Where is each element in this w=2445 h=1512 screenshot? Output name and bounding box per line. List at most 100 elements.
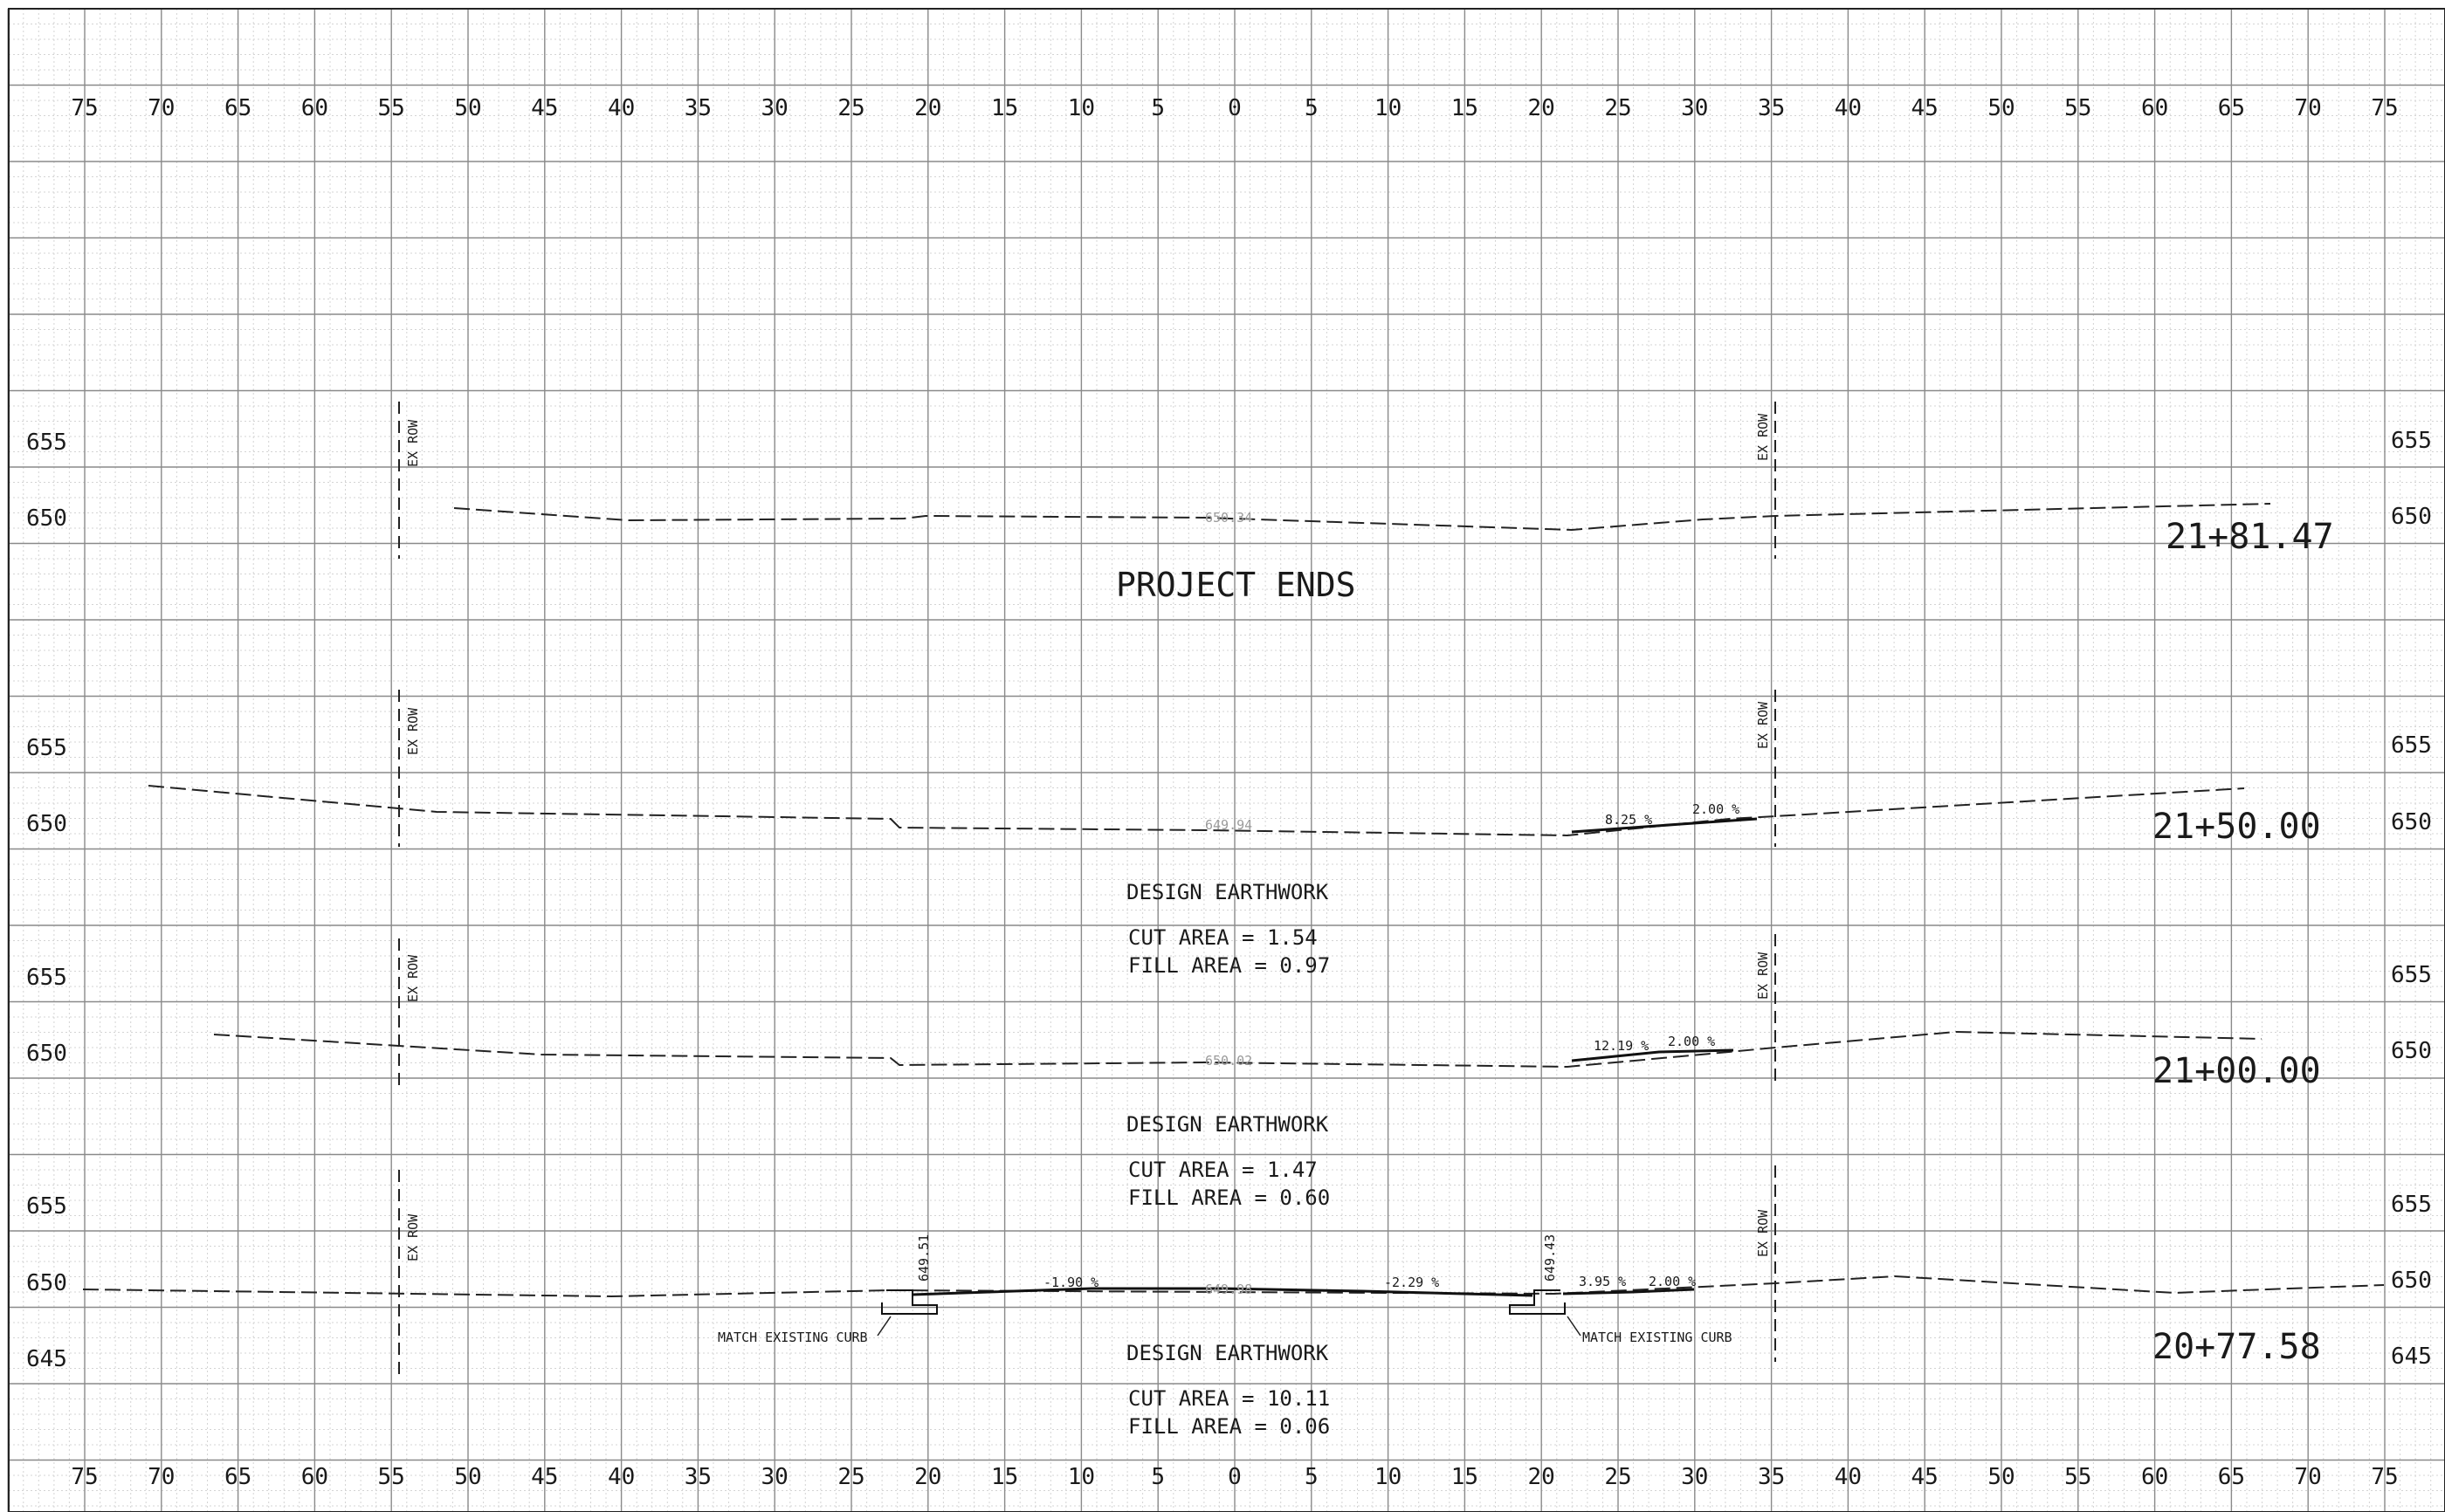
centerline-elev: 649.98 [1205, 1282, 1252, 1297]
row-label-right: EX ROW [1755, 952, 1771, 1000]
offset-tick-label: 45 [1911, 1464, 1939, 1490]
offset-tick-label: 25 [1604, 1464, 1631, 1490]
offset-tick-label: 5 [1305, 1464, 1319, 1490]
offset-tick-label: 70 [148, 95, 175, 121]
centerline-elev: 649.94 [1205, 817, 1252, 833]
offset-tick-label: 75 [71, 1464, 98, 1490]
section-21-00: 655 650 655 650 EX ROW EX ROW 12.19 % 2.… [26, 934, 2432, 1210]
row-label-right: EX ROW [1755, 1209, 1771, 1257]
earthwork-heading: DESIGN EARTHWORK [1126, 1341, 1329, 1365]
earthwork-fill: FILL AREA = 0.06 [1128, 1414, 1330, 1439]
elev-label-650: 650 [26, 1041, 67, 1067]
offset-tick-label: 40 [1835, 1464, 1862, 1490]
offset-tick-label: 55 [2064, 1464, 2091, 1490]
elev-label-655: 655 [26, 965, 67, 991]
curb-note-left: MATCH EXISTING CURB [718, 1330, 868, 1345]
row-label-left: EX ROW [405, 419, 421, 467]
project-title: PROJECT ENDS [1116, 566, 1356, 604]
offset-tick-label: 40 [608, 95, 635, 121]
slope-left: 12.19 % [1594, 1038, 1649, 1054]
earthwork-cut: CUT AREA = 1.47 [1128, 1158, 1318, 1182]
station-label: 20+77.58 [2152, 1327, 2321, 1367]
elev-label-650: 650 [26, 1270, 67, 1296]
offset-tick-label: 70 [2295, 1464, 2322, 1490]
offset-tick-label: 60 [301, 1464, 328, 1490]
offset-tick-label: 30 [1681, 95, 1708, 121]
offset-tick-label: 20 [914, 1464, 941, 1490]
offset-tick-label: 65 [2218, 95, 2245, 121]
curb-right [1509, 1289, 1566, 1315]
offset-tick-label: 25 [837, 95, 864, 121]
offset-tick-label: 10 [1374, 1464, 1402, 1490]
existing-ground-line [453, 503, 2271, 532]
offset-tick-label: 45 [531, 1464, 558, 1490]
offset-tick-label: 35 [1758, 1464, 1785, 1490]
earthwork-cut: CUT AREA = 1.54 [1128, 925, 1318, 950]
offset-tick-label: 15 [991, 1464, 1018, 1490]
grade-left: -1.90 % [1043, 1275, 1099, 1290]
offset-tick-label: 10 [1068, 1464, 1095, 1490]
offset-tick-label: 75 [71, 95, 98, 121]
existing-ground-line [213, 1030, 2262, 1069]
elev-label-645-right: 645 [2391, 1344, 2432, 1370]
elev-label-655: 655 [26, 430, 67, 456]
offset-tick-label: 45 [531, 95, 558, 121]
offset-tick-label: 30 [761, 1464, 789, 1490]
earthwork-cut: CUT AREA = 10.11 [1128, 1386, 1330, 1411]
slope-right: 2.00 % [1692, 801, 1739, 817]
offset-tick-label: 75 [2371, 1464, 2398, 1490]
elev-label-650: 650 [26, 811, 67, 837]
slope-right: 2.00 % [1649, 1274, 1696, 1289]
existing-ground-line [148, 785, 2245, 837]
offset-tick-label: 75 [2371, 95, 2398, 121]
proposed-grade-line [1571, 1048, 1734, 1062]
offset-tick-label: 10 [1068, 95, 1095, 121]
offset-tick-label: 35 [685, 1464, 712, 1490]
slope-left: 8.25 % [1605, 812, 1652, 828]
earthwork-fill: FILL AREA = 0.60 [1128, 1186, 1330, 1210]
elev-label-650-right: 650 [2391, 504, 2432, 530]
row-label-left: EX ROW [405, 707, 421, 755]
curb-left [881, 1289, 938, 1315]
offset-tick-label: 60 [2141, 1464, 2168, 1490]
offset-tick-label: 20 [1528, 1464, 1555, 1490]
offset-tick-label: 50 [454, 95, 481, 121]
elev-label-655-right: 655 [2391, 732, 2432, 759]
offset-tick-label: 55 [378, 1464, 405, 1490]
offset-tick-label: 30 [761, 95, 789, 121]
row-label-right: EX ROW [1755, 413, 1771, 461]
elev-label-645: 645 [26, 1346, 67, 1372]
elev-label-650-right: 650 [2391, 1268, 2432, 1294]
sheet-border [8, 8, 2445, 1512]
elev-label-650-right: 650 [2391, 809, 2432, 835]
offset-tick-label: 65 [2218, 1464, 2245, 1490]
offset-tick-label: 70 [148, 1464, 175, 1490]
offset-tick-label: 60 [2141, 95, 2168, 121]
offset-tick-label: 40 [608, 1464, 635, 1490]
offset-axis-top: 75 70 65 60 55 50 45 40 35 30 25 20 15 10 5 0 5 10 15 20 25 3… [71, 95, 2398, 121]
proposed-grade-line [912, 1287, 1533, 1297]
section-20-77: 655 650 645 655 650 645 EX ROW EX ROW 64… [26, 1165, 2432, 1439]
offset-tick-label: 60 [301, 95, 328, 121]
offset-tick-label: 50 [1987, 95, 2015, 121]
offset-tick-label: 35 [685, 95, 712, 121]
offset-axis-bottom: 75 70 65 60 55 50 45 40 35 30 25 20 15 10 5 0 5 10 15 20 25 3… [71, 1464, 2398, 1490]
offset-tick-label: 50 [1987, 1464, 2015, 1490]
elev-label-655: 655 [26, 1193, 67, 1220]
centerline-elev: 650.02 [1205, 1053, 1252, 1069]
offset-tick-label: 55 [378, 95, 405, 121]
curb-note-left-leader [877, 1316, 892, 1337]
shoulder-line [1562, 1288, 1695, 1296]
offset-tick-label: 15 [1451, 1464, 1478, 1490]
offset-tick-label: 35 [1758, 95, 1785, 121]
offset-tick-label: 45 [1911, 95, 1939, 121]
curb-note-right: MATCH EXISTING CURB [1582, 1330, 1732, 1345]
offset-tick-label: 40 [1835, 95, 1862, 121]
elev-label-650-right: 650 [2391, 1038, 2432, 1064]
station-label: 21+00.00 [2152, 1051, 2321, 1091]
offset-tick-label: 70 [2295, 95, 2322, 121]
offset-tick-label: 20 [914, 95, 941, 121]
section-21-50: 655 650 655 650 EX ROW EX ROW 8.25 % 2.0… [26, 690, 2432, 978]
offset-tick-label: 25 [837, 1464, 864, 1490]
